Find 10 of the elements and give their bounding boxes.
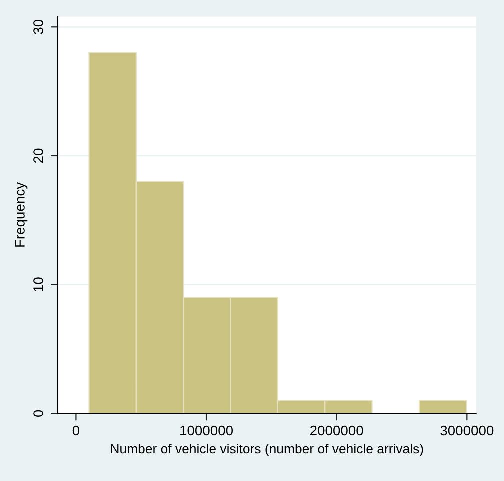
x-tick-label: 0: [72, 426, 80, 436]
y-tick-label: 30: [34, 20, 44, 34]
x-tick-label: 1000000: [180, 426, 234, 436]
y-tick-label: 20: [34, 148, 44, 164]
y-tick-label: 0: [34, 410, 44, 417]
x-tick-label: 3000000: [440, 426, 494, 436]
y-tick-label: 10: [34, 278, 44, 292]
y-axis-title: Frequency: [15, 182, 28, 247]
x-tick-label: 2000000: [310, 426, 364, 436]
x-axis-title: Number of vehicle visitors (number of vehicle arrivals): [111, 444, 424, 456]
